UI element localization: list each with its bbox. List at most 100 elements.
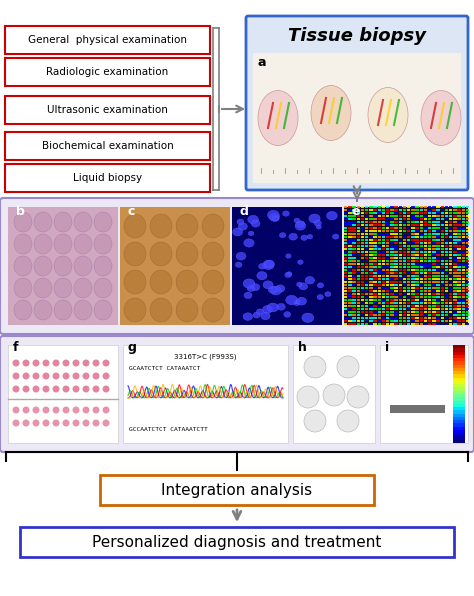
Bar	[462, 287, 465, 289]
Ellipse shape	[314, 221, 321, 226]
Ellipse shape	[102, 359, 109, 367]
Bar	[369, 232, 373, 235]
Bar	[403, 296, 406, 298]
Bar	[356, 308, 360, 310]
Bar	[432, 299, 436, 301]
Bar	[361, 287, 365, 289]
Bar	[411, 265, 415, 268]
Ellipse shape	[92, 420, 100, 427]
Bar	[441, 265, 444, 268]
Bar	[361, 308, 365, 310]
Bar	[399, 218, 402, 220]
Bar	[356, 229, 360, 232]
Bar	[352, 269, 356, 271]
Bar	[369, 221, 373, 223]
Bar	[449, 226, 453, 229]
Bar	[232, 207, 342, 325]
Ellipse shape	[74, 300, 92, 320]
Bar	[437, 256, 440, 259]
Bar	[415, 305, 419, 307]
Bar	[374, 311, 377, 313]
Bar	[441, 232, 444, 235]
Bar	[411, 250, 415, 253]
Text: Personalized diagnosis and treatment: Personalized diagnosis and treatment	[92, 535, 382, 550]
Bar	[382, 215, 385, 217]
Bar	[449, 224, 453, 226]
Bar	[415, 308, 419, 310]
Bar	[419, 265, 423, 268]
Bar	[445, 209, 448, 211]
Bar	[378, 308, 381, 310]
Bar	[441, 247, 444, 250]
Ellipse shape	[34, 212, 52, 232]
Bar	[453, 391, 465, 394]
Bar	[466, 256, 469, 259]
Bar	[369, 313, 373, 316]
Bar	[352, 215, 356, 217]
Ellipse shape	[74, 234, 92, 254]
Bar	[394, 319, 398, 322]
Bar	[419, 319, 423, 322]
Bar	[369, 296, 373, 298]
Bar	[8, 207, 118, 325]
Bar	[437, 281, 440, 283]
Bar	[403, 262, 406, 265]
Bar	[437, 206, 440, 208]
Bar	[374, 278, 377, 280]
Bar	[407, 272, 410, 274]
Bar	[390, 311, 394, 313]
Bar	[445, 247, 448, 250]
Bar	[378, 269, 381, 271]
Bar	[399, 322, 402, 325]
Bar	[437, 226, 440, 229]
Bar	[403, 235, 406, 238]
Bar	[394, 281, 398, 283]
Ellipse shape	[257, 272, 267, 280]
Bar	[445, 319, 448, 322]
Bar	[361, 226, 365, 229]
Bar	[424, 229, 427, 232]
Bar	[411, 209, 415, 211]
Ellipse shape	[244, 292, 252, 299]
Bar	[394, 218, 398, 220]
Bar	[457, 299, 461, 301]
Bar	[386, 218, 390, 220]
Bar	[445, 290, 448, 292]
Bar	[466, 284, 469, 286]
Bar	[365, 259, 368, 262]
Bar	[445, 259, 448, 262]
Bar	[403, 287, 406, 289]
Bar	[403, 226, 406, 229]
Bar	[466, 238, 469, 241]
Bar	[466, 322, 469, 325]
Bar	[407, 299, 410, 301]
Ellipse shape	[54, 212, 72, 232]
Bar	[344, 229, 347, 232]
Bar	[369, 212, 373, 214]
Bar	[411, 308, 415, 310]
Bar	[428, 218, 431, 220]
Bar	[390, 262, 394, 265]
Bar	[365, 322, 368, 325]
Bar	[390, 212, 394, 214]
Bar	[394, 272, 398, 274]
Bar	[437, 308, 440, 310]
Bar	[394, 244, 398, 247]
Bar	[344, 207, 468, 325]
Bar	[344, 235, 347, 238]
Ellipse shape	[259, 263, 266, 269]
Bar	[466, 272, 469, 274]
Bar	[348, 299, 352, 301]
Bar	[407, 265, 410, 268]
Bar	[437, 259, 440, 262]
Bar	[399, 290, 402, 292]
Bar	[437, 244, 440, 247]
Bar	[441, 226, 444, 229]
Bar	[419, 296, 423, 298]
Bar	[382, 259, 385, 262]
Bar	[432, 212, 436, 214]
Bar	[352, 278, 356, 280]
Bar	[424, 302, 427, 304]
Bar	[399, 275, 402, 277]
Text: a: a	[258, 56, 266, 69]
